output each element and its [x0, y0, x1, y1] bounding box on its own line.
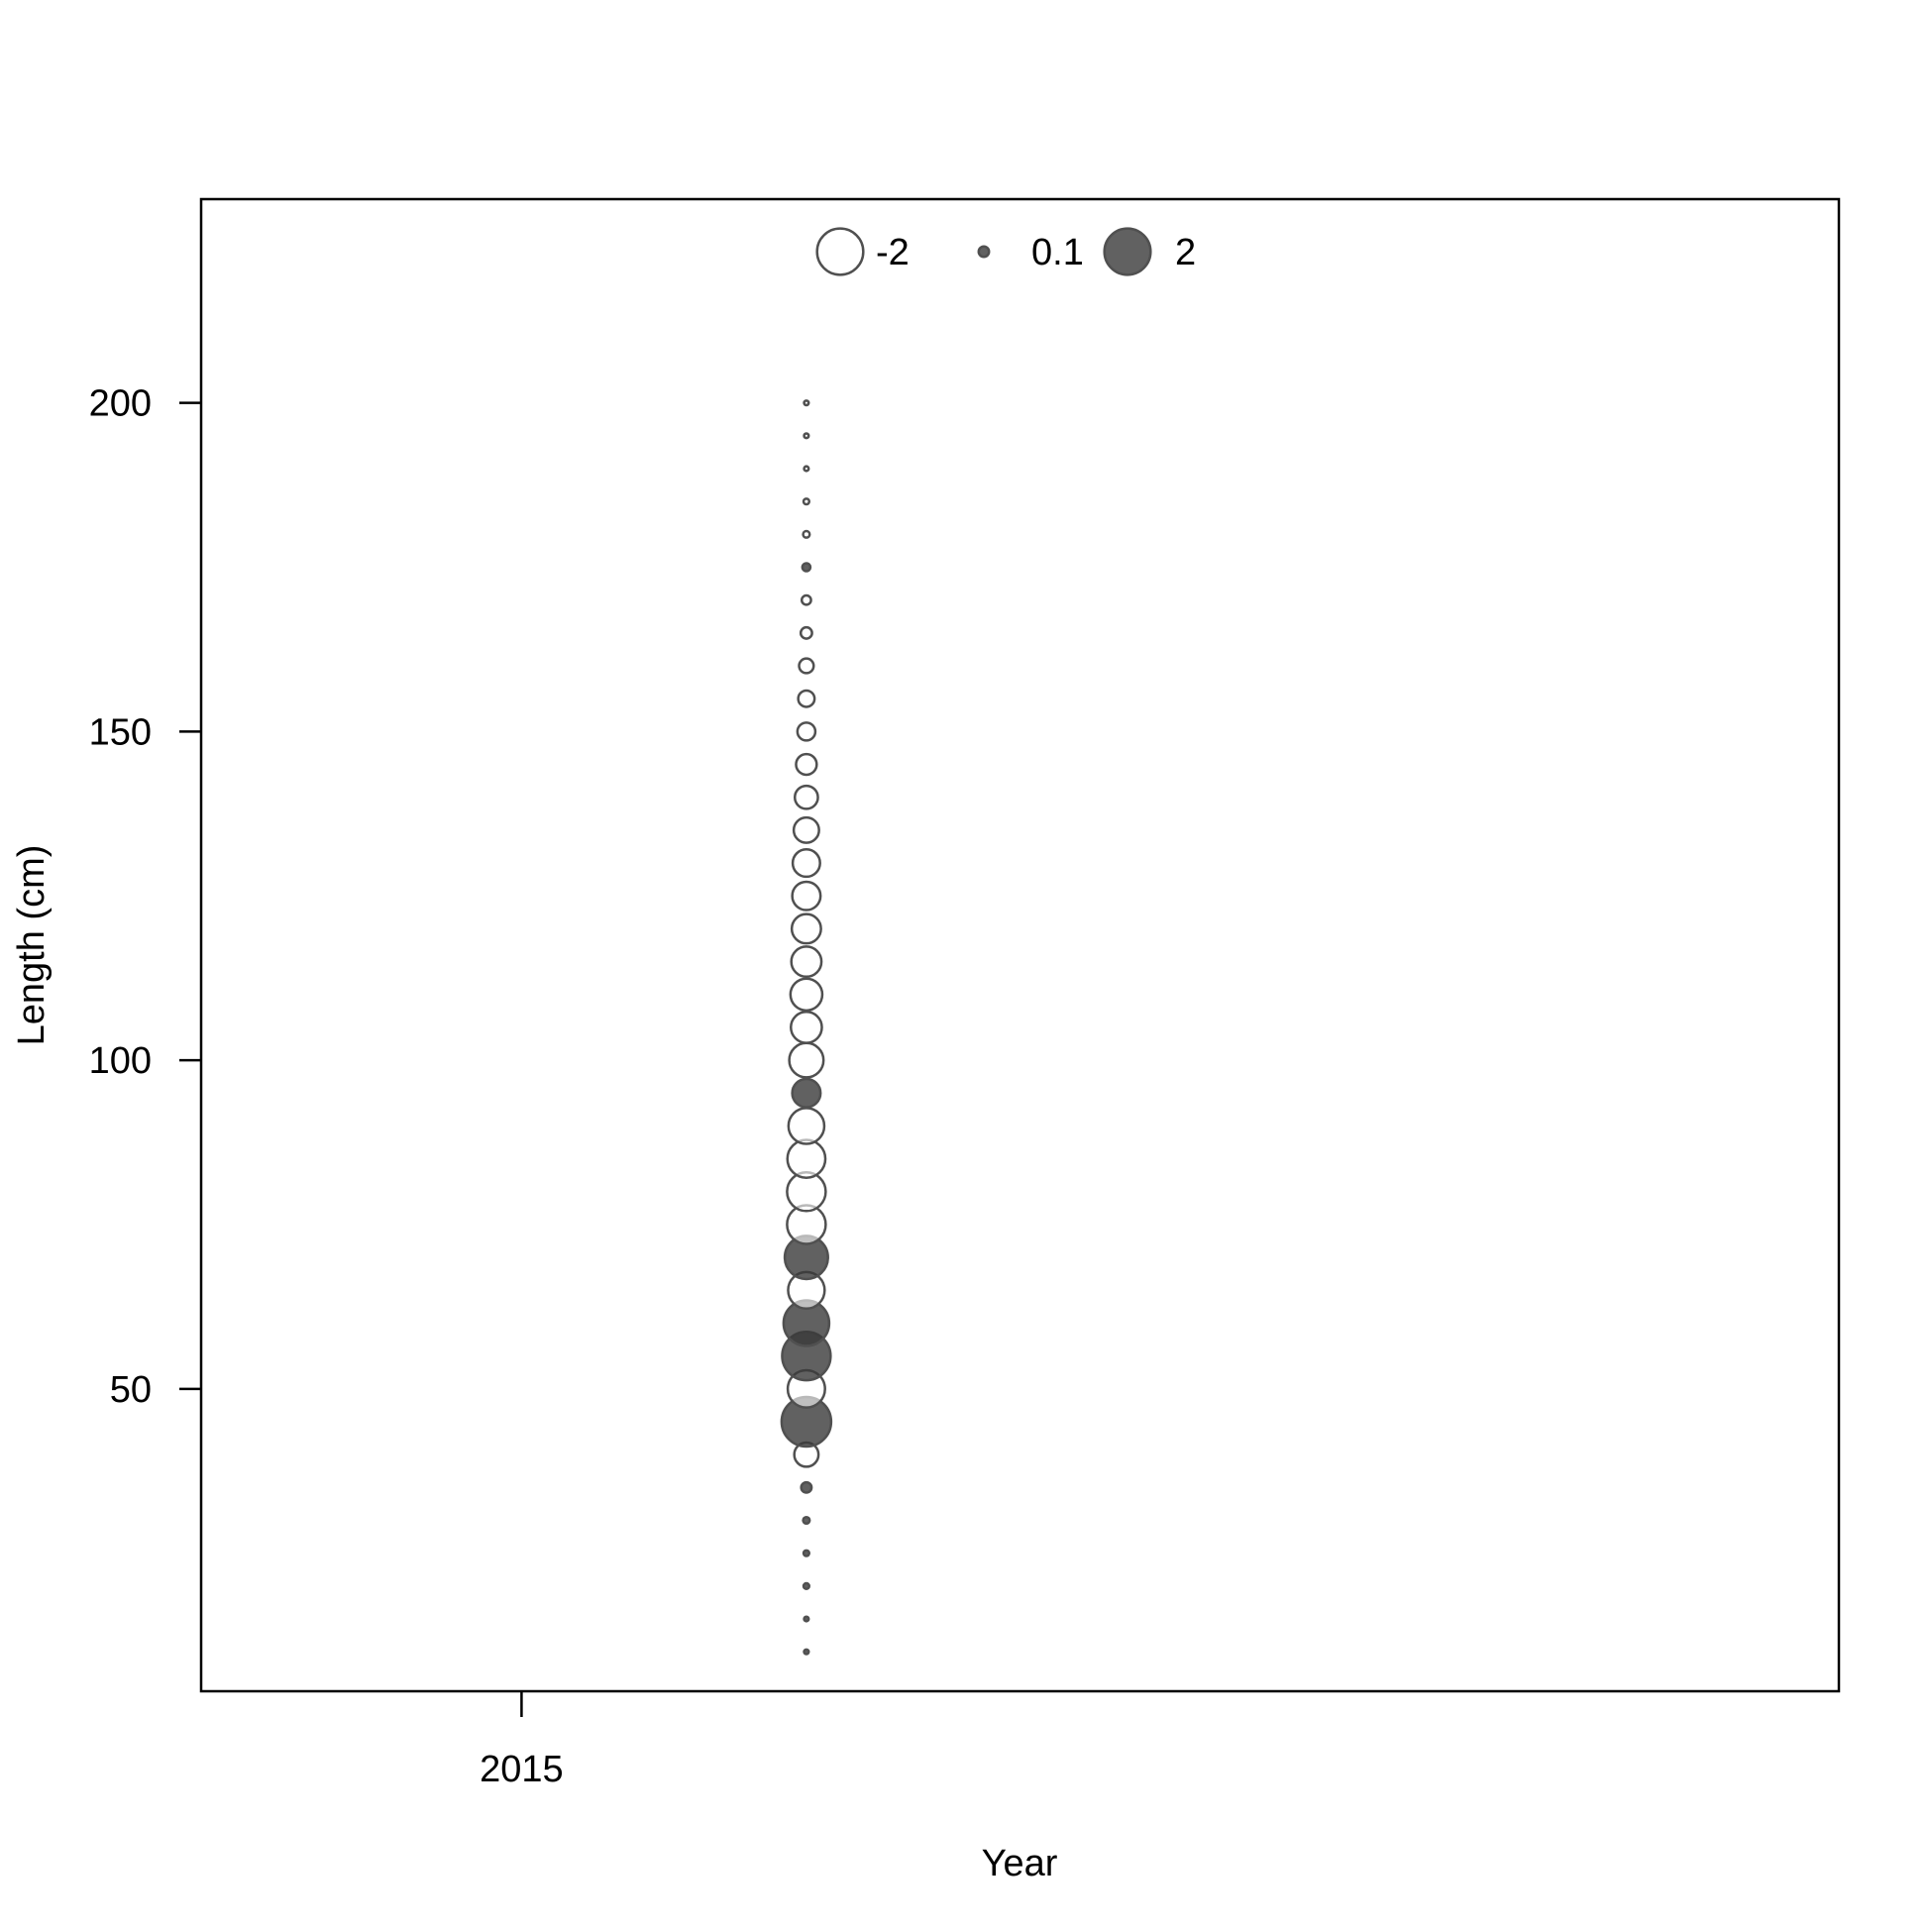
residual-bubble	[793, 784, 819, 810]
residual-bubble	[802, 1549, 810, 1557]
residual-bubble	[790, 945, 823, 979]
legend-bubble	[1103, 227, 1152, 276]
legend-label: -2	[876, 232, 910, 273]
y-tick-label: 200	[89, 383, 152, 425]
residual-bubble	[795, 752, 818, 777]
residual-bubble	[788, 1041, 825, 1079]
residual-bubble	[792, 815, 820, 844]
x-axis: 2015	[480, 1691, 564, 1790]
residual-bubble	[802, 497, 810, 506]
y-axis-label: Length (cm)	[11, 845, 53, 1046]
residual-bubble	[802, 1515, 811, 1526]
residual-bubble	[786, 1138, 827, 1180]
residual-bubble	[798, 657, 815, 675]
residual-bubble	[797, 689, 816, 708]
residual-bubble	[803, 1615, 810, 1623]
residual-bubble	[790, 912, 822, 945]
residual-bubble	[803, 1648, 810, 1656]
residual-bubble	[789, 977, 824, 1013]
residual-bubble	[800, 593, 812, 606]
legend-label: 2	[1175, 232, 1196, 273]
residual-bubble	[791, 1077, 822, 1109]
residual-bubble	[801, 562, 812, 573]
residual-bubble	[791, 848, 821, 879]
bubbles	[780, 399, 833, 1656]
y-tick-label: 50	[110, 1369, 152, 1411]
legend: -2 0.1 2	[815, 227, 1196, 276]
residual-bubble	[802, 1581, 810, 1590]
residual-bubble	[800, 1480, 813, 1494]
x-tick-label: 2015	[480, 1749, 564, 1790]
residual-bubble	[802, 529, 811, 539]
y-tick-label: 150	[89, 711, 152, 753]
residual-bubble	[803, 399, 810, 407]
residual-bubble	[803, 432, 810, 440]
y-axis: 50 100 150 200	[89, 383, 201, 1411]
plot-frame	[199, 197, 1841, 1693]
residual-bubble	[803, 465, 810, 473]
legend-label: 0.1	[1031, 232, 1084, 273]
residual-bubble	[790, 1011, 823, 1044]
residual-bubble	[791, 880, 822, 912]
residual-bubble	[796, 721, 817, 742]
legend-bubble	[977, 245, 991, 259]
residual-bubble	[787, 1107, 826, 1145]
residual-bubble	[799, 625, 813, 640]
y-tick-label: 100	[89, 1040, 152, 1082]
x-axis-label: Year	[982, 1843, 1058, 1884]
legend-bubble	[815, 227, 865, 276]
